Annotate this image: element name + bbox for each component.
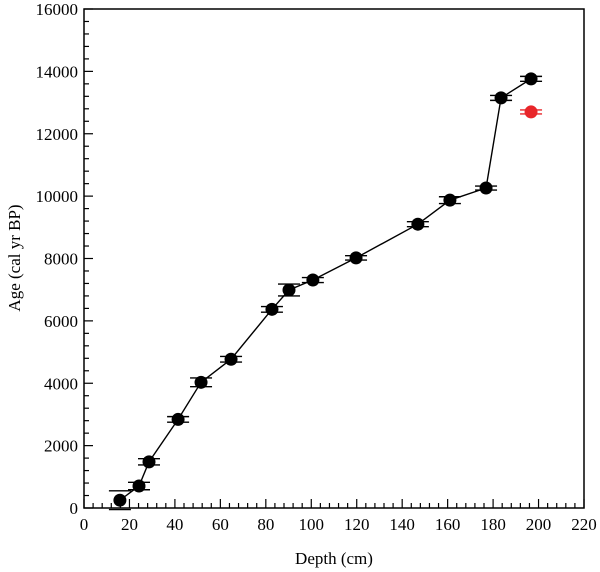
x-tick-label: 120 bbox=[344, 515, 370, 534]
data-point-marker bbox=[524, 72, 538, 86]
plot-frame bbox=[83, 8, 585, 509]
data-point-marker bbox=[265, 302, 279, 316]
y-tick-label: 8000 bbox=[44, 250, 78, 269]
x-tick-label: 180 bbox=[480, 515, 506, 534]
data-point-marker bbox=[142, 455, 156, 469]
y-tick-label: 16000 bbox=[36, 0, 79, 19]
x-tick-label: 160 bbox=[435, 515, 461, 534]
y-tick-label: 6000 bbox=[44, 312, 78, 331]
data-point-marker bbox=[479, 181, 493, 195]
data-point-marker bbox=[524, 105, 538, 119]
data-point-marker bbox=[171, 412, 185, 426]
x-tick-label: 200 bbox=[526, 515, 552, 534]
data-point-marker bbox=[411, 217, 425, 231]
data-point-marker bbox=[132, 479, 146, 493]
data-point-marker bbox=[194, 375, 208, 389]
x-tick-label: 60 bbox=[212, 515, 229, 534]
y-tick-label: 10000 bbox=[36, 187, 79, 206]
x-tick-label: 220 bbox=[571, 515, 597, 534]
data-point-marker bbox=[349, 251, 363, 265]
data-point-marker bbox=[306, 273, 320, 287]
y-tick-label: 2000 bbox=[44, 437, 78, 456]
data-point-marker bbox=[282, 283, 296, 297]
y-tick-label: 4000 bbox=[44, 374, 78, 393]
y-tick-label: 0 bbox=[70, 499, 79, 518]
data-point-marker bbox=[113, 493, 127, 507]
data-point-marker bbox=[494, 91, 508, 105]
x-tick-label: 100 bbox=[299, 515, 325, 534]
y-tick-label: 12000 bbox=[36, 125, 79, 144]
series-age-depth-model bbox=[108, 72, 543, 511]
x-axis-label: Depth (cm) bbox=[295, 549, 373, 568]
x-tick-label: 20 bbox=[121, 515, 138, 534]
x-tick-label: 140 bbox=[389, 515, 415, 534]
y-axis-label: Age (cal yr BP) bbox=[5, 204, 24, 311]
tick-labels: 0 20 40 60 80 100 120 140 160 180 200 220 0 2000 4000 6… bbox=[36, 0, 597, 534]
connecting-line bbox=[119, 78, 532, 501]
plot-series bbox=[108, 72, 543, 511]
axis-ticks bbox=[83, 8, 585, 509]
y-tick-label: 14000 bbox=[36, 62, 79, 81]
data-point-marker bbox=[443, 193, 457, 207]
x-tick-label: 0 bbox=[80, 515, 89, 534]
data-point-marker bbox=[224, 352, 238, 366]
x-tick-label: 80 bbox=[257, 515, 274, 534]
x-tick-label: 40 bbox=[166, 515, 183, 534]
series-outlier bbox=[520, 105, 543, 119]
